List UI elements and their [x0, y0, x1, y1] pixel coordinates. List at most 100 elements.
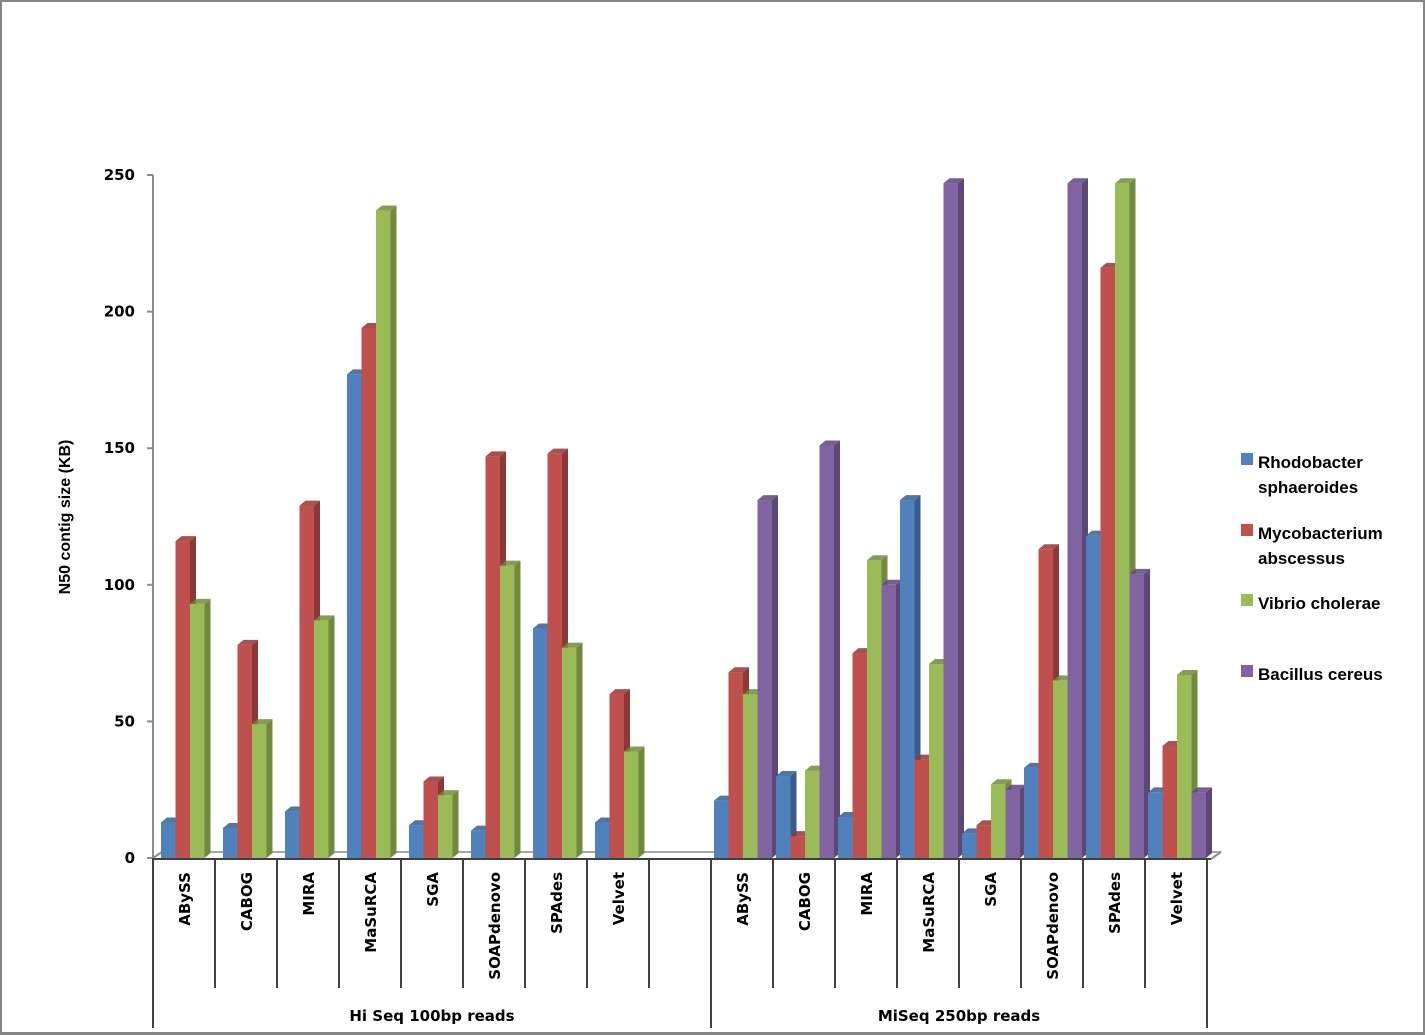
y-axis-title: N50 contig size (KB) — [57, 440, 74, 595]
bar-top — [252, 719, 273, 725]
category-label: ABySS — [734, 872, 752, 926]
bar-side — [266, 719, 273, 858]
bar-vibrio-cholerae — [624, 746, 645, 858]
bar-vibrio-cholerae — [190, 598, 211, 858]
bar-front — [914, 759, 929, 858]
bar-front — [757, 500, 772, 858]
legend-label: Vibrio cholerae — [1258, 594, 1381, 613]
bar-vibrio-cholerae — [314, 615, 335, 858]
bar-front — [1129, 573, 1144, 858]
legend-swatch — [1241, 665, 1253, 677]
legend-swatch — [1241, 524, 1253, 536]
bar-front — [1086, 535, 1101, 858]
bar-front — [175, 541, 190, 858]
bar-vibrio-cholerae — [438, 790, 459, 858]
bar-front — [867, 560, 882, 858]
bar-top — [1115, 178, 1136, 184]
y-tick-label: 0 — [125, 849, 135, 867]
legend-swatch — [1241, 594, 1253, 606]
bar-front — [595, 822, 610, 858]
bar-front — [252, 724, 267, 858]
bar-top — [991, 779, 1012, 785]
bar-front — [1038, 549, 1053, 858]
bar-front — [743, 694, 758, 858]
bar-front — [728, 672, 743, 858]
bar-top — [500, 560, 521, 566]
bar-front — [1100, 267, 1115, 858]
bar-front — [361, 327, 376, 858]
bar-top — [1177, 669, 1198, 675]
bars-layer — [161, 178, 1212, 859]
bar-front — [285, 811, 300, 858]
bar-front — [714, 800, 729, 858]
bar-top — [485, 451, 506, 457]
bar-top — [943, 178, 964, 184]
bar-top — [900, 495, 921, 501]
bar-top — [776, 771, 797, 777]
bar-top — [624, 746, 645, 752]
bar-front — [838, 817, 853, 858]
y-tick-label: 250 — [104, 166, 135, 184]
bar-front — [1115, 183, 1130, 859]
bar-front — [299, 505, 314, 858]
bar-side — [1144, 568, 1150, 858]
bar-vibrio-cholerae — [376, 205, 397, 859]
bar-front — [347, 374, 362, 858]
category-label: ABySS — [176, 872, 194, 926]
bar-bacillus-cereus — [1191, 787, 1212, 858]
bar-bacillus-cereus — [881, 579, 902, 858]
bar-front — [852, 653, 867, 858]
bar-front — [485, 456, 500, 858]
bar-top — [757, 495, 778, 501]
bar-side — [638, 746, 645, 858]
bar-top — [881, 579, 902, 585]
y-tick-label: 150 — [104, 439, 135, 457]
bar-side — [772, 495, 778, 858]
bar-front — [776, 776, 791, 858]
category-label: CABOG — [796, 872, 814, 931]
bar-bacillus-cereus — [1129, 568, 1150, 858]
category-label: SPAdes — [548, 872, 566, 934]
bar-bacillus-cereus — [943, 178, 964, 859]
category-label: SGA — [982, 872, 1000, 907]
bar-vibrio-cholerae — [562, 642, 583, 858]
bar-front — [547, 453, 562, 858]
bar-front — [805, 770, 820, 858]
bar-top — [299, 500, 320, 506]
category-label: Velvet — [1168, 872, 1186, 925]
bar-front — [314, 620, 329, 858]
bar-top — [438, 790, 459, 796]
bar-bacillus-cereus — [1067, 178, 1088, 859]
bar-front — [376, 210, 391, 859]
bar-side — [452, 790, 459, 858]
bar-top — [314, 615, 335, 621]
bar-front — [819, 445, 834, 858]
bar-front — [790, 836, 805, 858]
bar-top — [609, 689, 630, 695]
category-label: Velvet — [610, 872, 628, 925]
bar-front — [409, 825, 424, 858]
category-label: MaSuRCA — [920, 872, 938, 953]
group-label: Hi Seq 100bp reads — [349, 1007, 514, 1025]
category-label: MIRA — [858, 872, 876, 916]
category-label: CABOG — [238, 872, 256, 931]
bar-vibrio-cholerae — [252, 719, 273, 858]
bar-side — [834, 440, 840, 858]
bar-front — [562, 647, 577, 858]
bar-front — [1162, 745, 1177, 858]
bar-front — [991, 784, 1006, 858]
bar-top — [1005, 784, 1026, 790]
bar-side — [328, 615, 335, 858]
category-label: MaSuRCA — [362, 872, 380, 953]
bar-front — [161, 822, 176, 858]
bar-vibrio-cholerae — [500, 560, 521, 858]
y-tick-label: 100 — [104, 576, 135, 594]
legend-label: Mycobacterium — [1258, 524, 1383, 543]
bar-front — [190, 603, 205, 858]
bar-front — [500, 565, 515, 858]
bar-front — [438, 795, 453, 858]
legend-label: sphaeroides — [1258, 478, 1358, 497]
bar-front — [976, 825, 991, 858]
y-tick-label: 50 — [114, 712, 135, 730]
